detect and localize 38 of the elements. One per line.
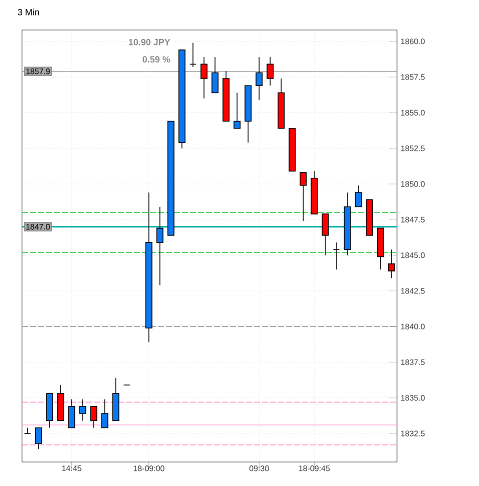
y-tick-label: 1832.5 (401, 430, 425, 436)
y-tick-label: 1857.5 (401, 74, 425, 80)
candlestick (35, 427, 42, 450)
candlestick (200, 56, 208, 99)
y-tick-label: 1847.5 (401, 216, 425, 222)
chart-title: 3 Min (18, 8, 39, 16)
annotation: 10.90 JPY (128, 38, 170, 46)
candlestick (266, 56, 274, 86)
annotation: 0.59 % (142, 56, 170, 63)
x-tick-label: 18-09:00 (134, 466, 164, 472)
y-tick-label: 1852.5 (401, 146, 425, 152)
y-tick-label: 1837.5 (401, 359, 425, 366)
candlestick (322, 214, 329, 256)
ref-line-label: 1857.9 (26, 68, 50, 74)
y-tick-label: 1860.0 (401, 38, 425, 44)
x-tick-label: 14:45 (62, 466, 82, 472)
candlestick (234, 92, 241, 129)
candlestick (212, 56, 219, 94)
candlestick (101, 398, 108, 428)
candlestick (90, 406, 98, 428)
candlestick (256, 56, 263, 100)
y-tick-label: 1840.0 (401, 324, 425, 330)
candlestick (156, 206, 164, 286)
x-tick-label: 18-09:45 (299, 466, 330, 472)
candlestick (332, 242, 340, 270)
y-tick-label: 1845.0 (401, 252, 425, 258)
x-tick-label: 09:30 (249, 466, 269, 472)
candlestick (300, 172, 307, 222)
y-tick-label: 1855.0 (401, 110, 425, 116)
y-tick-label: 1850.0 (401, 181, 425, 187)
candlestick (24, 427, 32, 434)
candlestick (388, 249, 395, 278)
candlestick (354, 185, 362, 208)
y-tick-label: 1842.5 (401, 288, 425, 294)
y-tick-label: 1835.0 (401, 395, 425, 401)
candlestick (68, 398, 76, 428)
ref-line-label: 1847.0 (26, 224, 50, 230)
candlestick (79, 398, 86, 422)
